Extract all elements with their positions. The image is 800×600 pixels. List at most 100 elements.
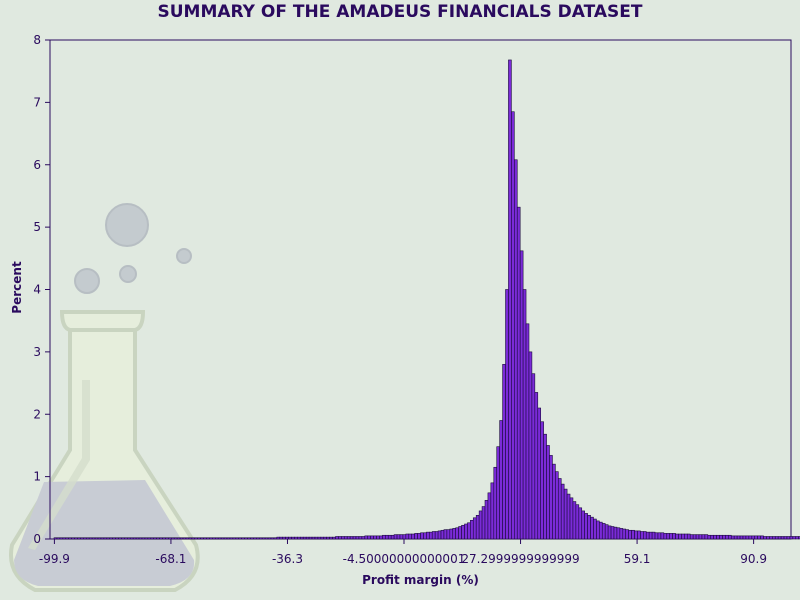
histogram-bar: [695, 534, 700, 540]
histogram-bar: [171, 537, 175, 540]
histogram-bar: [757, 535, 761, 540]
histogram-bar: [156, 537, 160, 540]
y-tick-label: 1: [33, 470, 41, 484]
histogram-bar: [455, 527, 459, 540]
histogram-bar: [53, 537, 58, 540]
histogram-bar: [417, 533, 421, 540]
histogram-bar: [428, 531, 433, 540]
histogram-bar: [294, 536, 298, 540]
histogram-bar: [297, 536, 301, 540]
chart-title: SUMMARY OF THE AMADEUS FINANCIALS DATASE…: [157, 2, 642, 22]
x-axis-label: Profit margin (%): [362, 573, 479, 587]
histogram-bar: [449, 528, 454, 540]
histogram-bar: [270, 537, 275, 540]
histogram-bar: [56, 537, 61, 540]
histogram-bar: [514, 159, 518, 540]
histogram-bar: [440, 529, 445, 540]
histogram-bar: [217, 537, 222, 540]
histogram-bar: [399, 534, 404, 540]
histogram-bar: [343, 536, 348, 540]
histogram-bar: [622, 528, 627, 540]
histogram-bar: [563, 488, 568, 540]
histogram-bar: [247, 537, 251, 540]
histogram-bar: [643, 531, 647, 540]
histogram-bar: [320, 536, 325, 540]
histogram-bar: [557, 478, 562, 540]
histogram-bar: [537, 407, 542, 540]
histogram-bar: [663, 533, 668, 540]
histogram-bar: [364, 535, 369, 540]
histogram-bar: [341, 536, 345, 540]
histogram-bar: [654, 532, 659, 540]
histogram-bar: [681, 533, 685, 540]
histogram-bar: [760, 535, 764, 540]
histogram-bar: [182, 537, 187, 540]
histogram-bar: [628, 529, 632, 540]
histogram-bar: [338, 536, 342, 540]
histogram-bar: [65, 537, 69, 540]
histogram-bar: [467, 522, 471, 540]
histogram-bar: [625, 529, 629, 540]
histogram-bar: [686, 533, 691, 540]
histogram-bar: [461, 524, 465, 540]
histogram-bar: [150, 537, 155, 540]
histogram-bar: [106, 537, 111, 540]
histogram-bar: [188, 537, 193, 540]
histogram-bar: [645, 531, 650, 540]
histogram-bar: [519, 250, 524, 540]
histogram-bar: [273, 537, 278, 540]
histogram-bar: [176, 537, 181, 540]
histogram-bar: [607, 525, 612, 540]
histogram-bar: [669, 533, 673, 540]
histogram-bar: [458, 526, 462, 540]
histogram-bar: [141, 537, 146, 540]
y-tick-label: 3: [33, 345, 41, 359]
histogram-bar: [722, 534, 726, 540]
y-tick-label: 8: [33, 33, 41, 47]
histogram-bar: [736, 535, 741, 540]
histogram-bar: [288, 536, 292, 540]
histogram-bar: [405, 533, 410, 540]
histogram-bar: [581, 510, 585, 540]
y-tick-label: 2: [33, 407, 41, 421]
histogram-bar: [443, 529, 448, 540]
histogram-bar: [470, 519, 474, 540]
histogram-bar: [168, 537, 172, 540]
histogram-bar: [109, 537, 113, 540]
histogram-bar: [393, 534, 398, 540]
histogram-bar: [596, 520, 600, 540]
histogram-bar: [194, 537, 198, 540]
histogram-bar: [493, 466, 498, 540]
histogram-bar: [74, 537, 78, 540]
histogram-bar: [490, 482, 495, 540]
histogram-bar: [88, 537, 93, 540]
histogram-bar: [387, 534, 392, 540]
histogram-bar: [423, 532, 427, 540]
histogram-bar: [578, 507, 583, 540]
histogram-bar: [112, 537, 116, 540]
histogram-bar: [373, 535, 377, 540]
histogram-bar: [352, 536, 357, 540]
histogram-bar: [197, 537, 201, 540]
histogram-bar: [660, 532, 665, 540]
histogram-bar: [100, 537, 105, 540]
histogram-bar: [408, 533, 412, 540]
histogram-bar: [651, 531, 656, 540]
histogram-bar: [528, 351, 533, 540]
histogram-bar: [689, 534, 694, 540]
histogram-bar: [555, 471, 559, 540]
histogram-bar: [786, 536, 791, 540]
histogram-bar: [370, 535, 374, 540]
histogram-bar: [777, 536, 782, 540]
histogram-bar: [575, 504, 580, 540]
histogram-bar: [648, 531, 653, 540]
histogram-bar: [80, 537, 84, 540]
histogram-bar: [657, 532, 662, 540]
histogram-bar: [733, 535, 738, 540]
histogram-bar: [569, 497, 574, 540]
histogram-bar: [250, 537, 254, 540]
histogram-bar: [77, 537, 81, 540]
histogram-bar: [402, 534, 407, 540]
histogram-bar: [616, 527, 621, 540]
